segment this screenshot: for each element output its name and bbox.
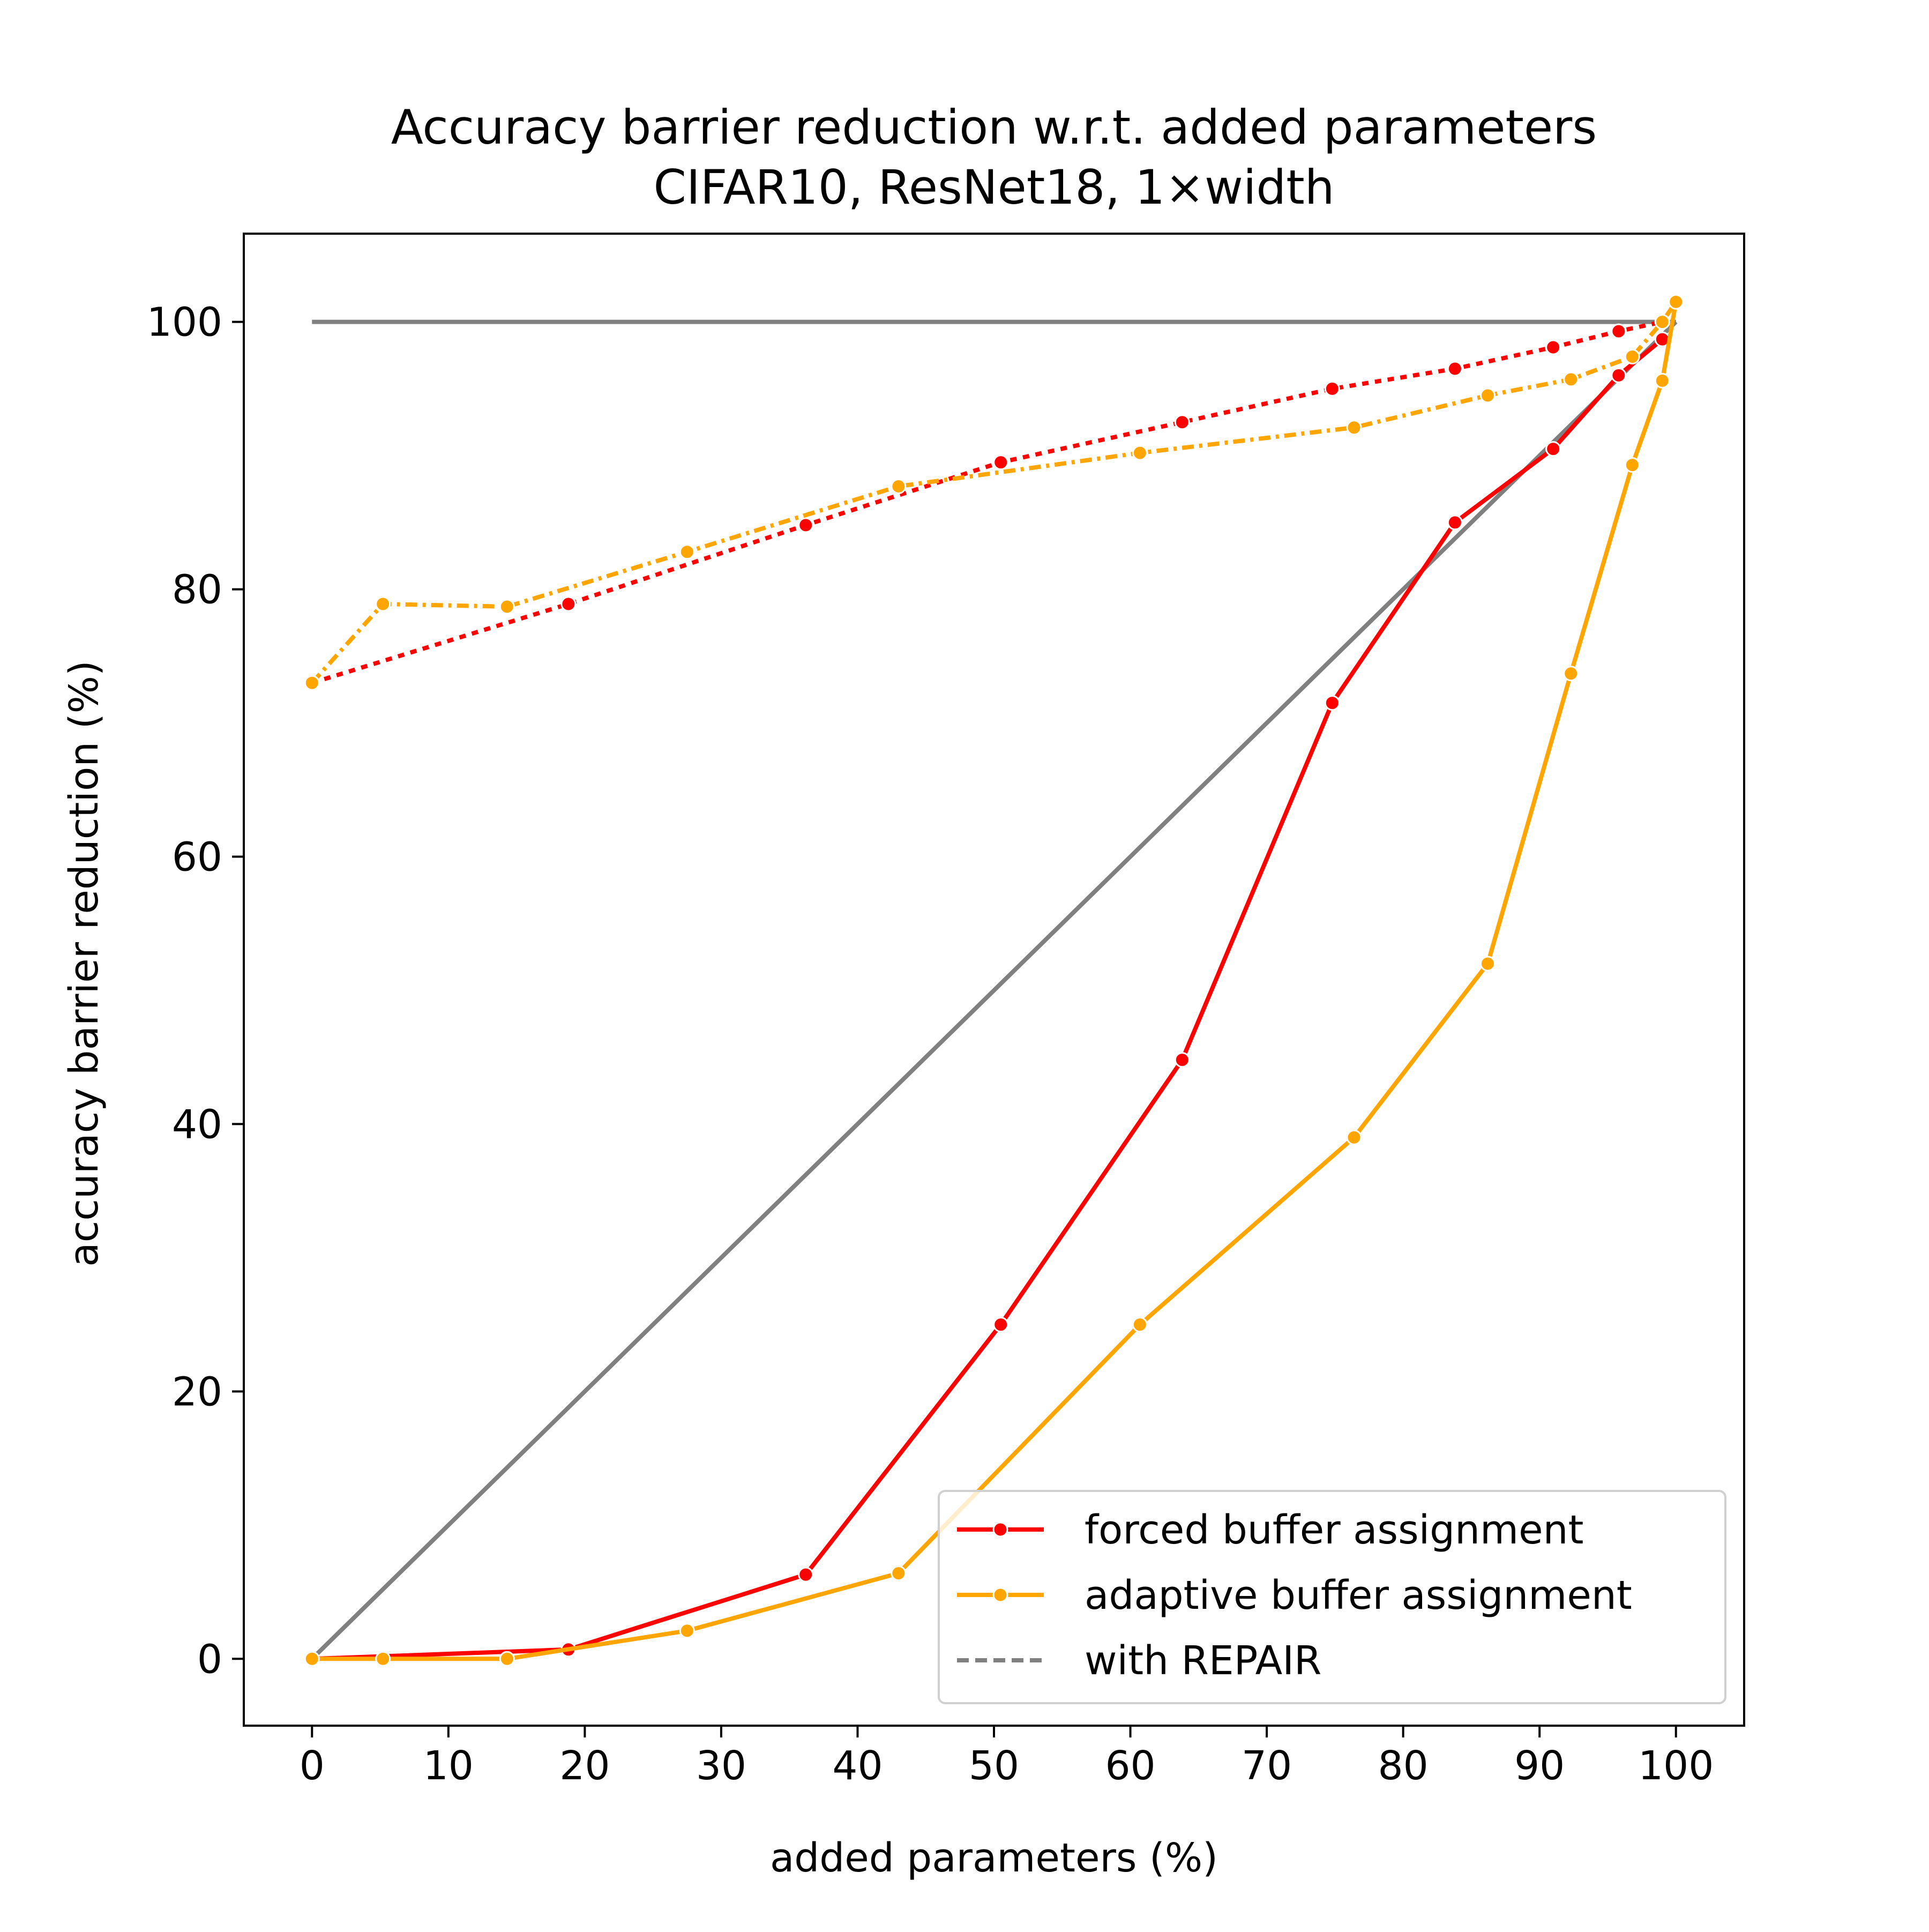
series-line-1	[312, 301, 1678, 1661]
legend-box	[938, 1490, 1726, 1704]
series-3-point-2	[798, 517, 814, 533]
y-tick-label-1: 20	[172, 1369, 222, 1415]
series-1-point-10	[1654, 372, 1670, 389]
series-0-point-7	[1545, 441, 1561, 457]
reference-line-1	[310, 320, 1678, 1661]
series-0-point-3	[993, 1317, 1009, 1333]
series-1-point-4	[891, 1565, 907, 1582]
series-4-point-9	[1624, 349, 1640, 365]
x-tick-label-3: 30	[696, 1743, 746, 1789]
x-tick-label-4: 40	[832, 1743, 883, 1789]
series-4-point-11	[1668, 294, 1684, 310]
series-4-point-4	[891, 478, 907, 494]
chart-title: Accuracy barrier reduction w.r.t. added …	[391, 100, 1597, 155]
y-tick-label-4: 80	[172, 567, 222, 613]
chart-subtitle: CIFAR10, ResNet18, 1×width	[653, 160, 1334, 215]
series-1-point-2	[499, 1651, 515, 1667]
x-tick-label-0: 0	[300, 1743, 325, 1789]
series-1-point-1	[375, 1651, 391, 1667]
series-4-point-10	[1654, 314, 1670, 330]
series-1-point-5	[1132, 1317, 1148, 1333]
series-3-point-5	[1324, 381, 1340, 397]
series-3-point-7	[1545, 339, 1561, 355]
legend-marker-0	[992, 1521, 1008, 1538]
x-tick-label-8: 80	[1378, 1743, 1429, 1789]
x-tick-label-5: 50	[969, 1743, 1019, 1789]
series-3-point-8	[1611, 323, 1627, 339]
series-1-point-9	[1624, 457, 1640, 473]
series-0-point-4	[1174, 1052, 1190, 1068]
legend-label-2: with REPAIR	[1085, 1638, 1321, 1684]
series-4-point-2	[499, 599, 515, 615]
series-1-point-8	[1563, 666, 1579, 682]
x-tick-label-6: 60	[1105, 1743, 1155, 1789]
series-0-point-6	[1447, 514, 1463, 531]
plot-area	[304, 294, 1684, 1667]
series-0-point-8	[1611, 367, 1627, 383]
series-3-point-4	[1174, 414, 1190, 430]
y-tick-label-0: 0	[197, 1636, 222, 1682]
legend-marker-1	[992, 1587, 1008, 1603]
legend-label-1: adaptive buffer assignment	[1085, 1572, 1632, 1618]
legend-label-0: forced buffer assignment	[1085, 1507, 1584, 1553]
y-tick-label-5: 100	[147, 300, 222, 346]
series-0-point-2	[798, 1567, 814, 1583]
series-0-point-5	[1324, 695, 1340, 711]
x-tick-label-7: 70	[1242, 1743, 1292, 1789]
x-tick-label-1: 10	[423, 1743, 474, 1789]
x-tick-label-9: 90	[1514, 1743, 1565, 1789]
series-3-point-1	[560, 596, 577, 612]
y-tick-label-2: 40	[172, 1101, 222, 1147]
series-4-point-8	[1563, 371, 1579, 387]
series-4-point-5	[1132, 445, 1148, 461]
x-tick-label-2: 20	[559, 1743, 610, 1789]
axis-ticks: 0 10 20 30 40 50 60 70 80 90 100 0 20 40 60 80 100	[147, 300, 1714, 1789]
series-4-point-0	[304, 675, 320, 691]
x-tick-label-10: 100	[1638, 1743, 1714, 1789]
y-tick-label-3: 60	[172, 834, 222, 880]
series-4-point-3	[679, 544, 695, 560]
series-1-point-6	[1346, 1129, 1362, 1145]
series-3-point-6	[1447, 361, 1463, 377]
series-line-0	[312, 338, 1664, 1661]
series-4-point-6	[1346, 420, 1362, 436]
series-4-point-1	[375, 596, 391, 612]
series-1-point-0	[304, 1651, 320, 1667]
x-axis-label: added parameters (%)	[770, 1835, 1218, 1881]
series-1-point-3	[679, 1623, 695, 1639]
series-3-point-3	[993, 454, 1009, 471]
series-4-point-7	[1479, 387, 1496, 404]
series-1-point-7	[1479, 956, 1496, 972]
y-axis-label: accuracy barrier reduction (%)	[61, 660, 107, 1267]
legend: forced buffer assignment adaptive buffer …	[938, 1490, 1726, 1704]
